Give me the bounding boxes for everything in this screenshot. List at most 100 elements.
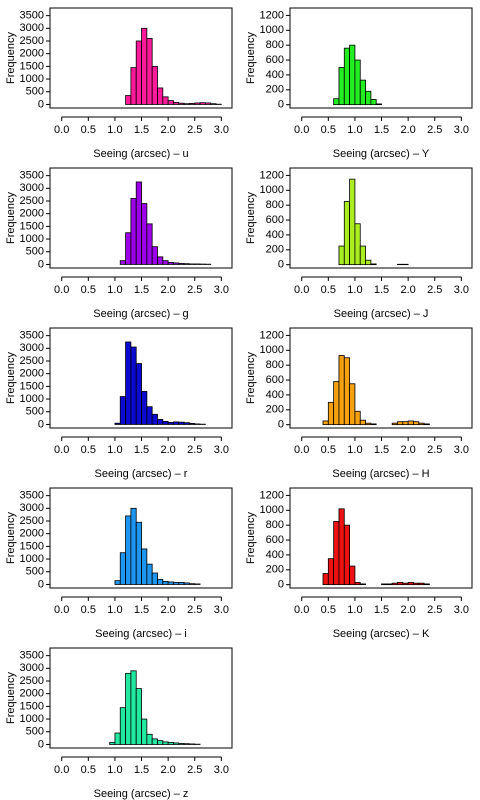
- bar: [354, 223, 361, 266]
- y-tick-label: 2500: [20, 35, 44, 47]
- y-tick-label: 600: [266, 374, 284, 386]
- bar: [173, 262, 180, 265]
- x-tick-label: 3.0: [214, 124, 229, 136]
- y-axis-label: Frequency: [245, 192, 257, 244]
- bar: [146, 406, 153, 425]
- y-axis-label: Frequency: [245, 512, 257, 564]
- y-tick-label: 0: [278, 419, 284, 431]
- x-tick-label: 0.0: [294, 124, 309, 136]
- bar: [119, 396, 126, 425]
- bar: [157, 418, 164, 425]
- bar: [125, 672, 132, 745]
- bar: [183, 263, 190, 265]
- bar: [194, 583, 201, 585]
- bar: [370, 263, 377, 266]
- y-tick-label: 0: [38, 738, 44, 750]
- bar: [204, 102, 212, 105]
- y-tick-label: 1500: [20, 60, 44, 72]
- x-tick-label: 2.0: [400, 124, 415, 136]
- y-tick-label: 2000: [20, 528, 44, 540]
- bar: [370, 99, 377, 106]
- y-axis-label: Frequency: [5, 512, 17, 564]
- bar: [210, 103, 217, 105]
- y-tick-label: 400: [266, 229, 284, 241]
- y-tick-label: 2000: [20, 688, 44, 700]
- bar: [119, 260, 126, 265]
- y-tick-label: 0: [278, 99, 284, 111]
- y-tick-label: 400: [266, 389, 284, 401]
- bar: [386, 583, 393, 586]
- bar: [162, 741, 169, 745]
- x-tick-label: 3.0: [214, 284, 229, 296]
- x-tick-label: 1.5: [374, 124, 389, 136]
- x-tick-label: 0.5: [321, 444, 336, 456]
- y-tick-label: 500: [26, 406, 44, 418]
- x-axis-label: Seeing (arcsec) – Y: [333, 148, 430, 160]
- bar: [125, 515, 132, 585]
- bar: [167, 742, 174, 745]
- plot-frame: [289, 487, 473, 589]
- bar: [162, 581, 169, 585]
- y-tick-label: 1000: [20, 233, 44, 245]
- y-tick-label: 800: [266, 519, 284, 531]
- x-tick-label: 1.5: [134, 604, 149, 616]
- x-tick-label: 1.5: [134, 764, 149, 776]
- plot-frame: [289, 7, 473, 109]
- bar: [333, 381, 340, 426]
- x-tick-label: 1.5: [374, 284, 389, 296]
- bar: [343, 357, 351, 426]
- x-tick-label: 1.0: [347, 444, 362, 456]
- x-tick-label: 3.0: [214, 444, 229, 456]
- bar: [327, 401, 335, 426]
- x-axis-label: Seeing (arcsec) – J: [334, 308, 429, 320]
- y-tick-label: 400: [266, 69, 284, 81]
- y-tick-label: 3500: [20, 330, 44, 342]
- bar: [199, 102, 206, 105]
- bar: [343, 524, 351, 586]
- x-tick-label: 2.5: [427, 444, 442, 456]
- x-tick-label: 2.0: [160, 124, 175, 136]
- y-tick-label: 800: [266, 39, 284, 51]
- bar: [183, 422, 190, 425]
- x-tick-label: 0.0: [294, 444, 309, 456]
- x-tick-label: 1.0: [347, 604, 362, 616]
- x-tick-label: 0.5: [321, 604, 336, 616]
- y-tick-label: 1200: [260, 329, 284, 341]
- bar: [365, 90, 372, 106]
- bar: [391, 422, 398, 426]
- y-tick-label: 600: [266, 214, 284, 226]
- bar: [402, 421, 409, 426]
- bar: [407, 420, 414, 426]
- bar: [114, 732, 121, 745]
- bar: [141, 27, 148, 105]
- plot-frame: [49, 7, 233, 109]
- y-axis-label: Frequency: [245, 32, 257, 84]
- x-tick-label: 3.0: [214, 604, 229, 616]
- y-tick-label: 800: [266, 199, 284, 211]
- y-tick-label: 1000: [260, 184, 284, 196]
- bar: [130, 507, 137, 585]
- y-tick-label: 500: [26, 726, 44, 738]
- bar: [146, 38, 153, 105]
- bar: [135, 40, 142, 105]
- plot-frame: [49, 167, 233, 269]
- y-tick-label: 1200: [260, 9, 284, 21]
- bar: [125, 95, 132, 105]
- bar: [370, 423, 377, 426]
- y-tick-label: 3500: [20, 490, 44, 502]
- x-tick-label: 0.0: [294, 604, 309, 616]
- y-tick-label: 2500: [20, 675, 44, 687]
- x-tick-label: 2.5: [187, 124, 202, 136]
- bar: [343, 201, 351, 266]
- bar: [365, 259, 372, 266]
- bar: [413, 421, 420, 426]
- bar: [151, 413, 158, 425]
- bar: [359, 583, 366, 586]
- x-tick-label: 2.0: [160, 764, 175, 776]
- x-tick-label: 1.0: [107, 604, 122, 616]
